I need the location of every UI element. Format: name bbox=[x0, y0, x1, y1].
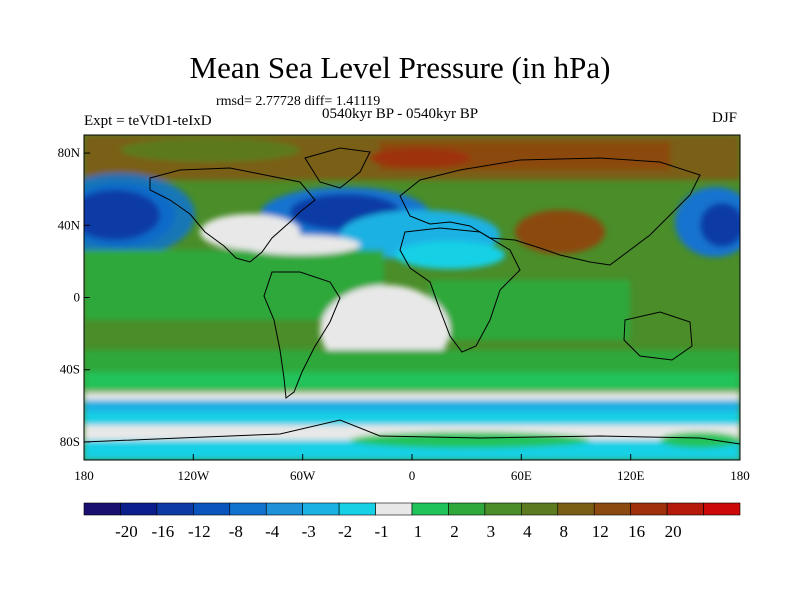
season-label: DJF bbox=[712, 110, 738, 126]
map-title: Mean Sea Level Pressure (in hPa) bbox=[189, 50, 611, 85]
colorbar-label: 16 bbox=[628, 522, 645, 541]
colorbar-label: -3 bbox=[302, 522, 316, 541]
field-band bbox=[660, 432, 740, 448]
lon-tick-label: 120E bbox=[617, 468, 645, 483]
colorbar-swatch bbox=[411, 502, 449, 516]
colorbar-label: 1 bbox=[414, 522, 423, 541]
lon-tick-label: 120W bbox=[177, 468, 210, 483]
colorbar-label: -16 bbox=[152, 522, 175, 541]
period-label: 0540kyr BP - 0540kyr BP bbox=[322, 106, 479, 122]
coastline-south-america bbox=[263, 271, 341, 399]
colorbar-swatch bbox=[557, 502, 595, 516]
colorbar-swatch bbox=[338, 502, 376, 516]
colorbar-label: 2 bbox=[450, 522, 459, 541]
lat-tick-label: 80S bbox=[60, 434, 80, 449]
field-band bbox=[84, 190, 160, 240]
lon-tick-label: 60E bbox=[511, 468, 532, 483]
field-band bbox=[700, 203, 740, 247]
field-band bbox=[430, 280, 630, 340]
coastline-australia bbox=[623, 311, 693, 361]
experiment-label: Expt = teVtD1-teIxD bbox=[84, 113, 212, 129]
colorbar-swatch bbox=[302, 502, 340, 516]
colorbar-swatch bbox=[703, 502, 741, 516]
lon-tick-label: 0 bbox=[409, 468, 416, 483]
lon-tick-label: 180 bbox=[730, 468, 750, 483]
colorbar-swatch bbox=[484, 502, 522, 516]
field-band bbox=[120, 138, 300, 162]
colorbar-label: -20 bbox=[115, 522, 138, 541]
colorbar-swatch bbox=[156, 502, 194, 516]
colorbar-swatch bbox=[630, 502, 668, 516]
lat-tick-label: 40N bbox=[58, 217, 81, 232]
coastline-africa bbox=[399, 227, 521, 353]
field-band bbox=[350, 432, 590, 448]
lat-tick-label: 0 bbox=[74, 290, 81, 305]
colorbar-swatch bbox=[448, 502, 486, 516]
colorbar-swatch bbox=[593, 502, 631, 516]
colorbar-swatch bbox=[120, 502, 158, 516]
colorbar-swatch bbox=[229, 502, 267, 516]
lon-tick-label: 60W bbox=[290, 468, 316, 483]
colorbar-swatch bbox=[375, 502, 413, 516]
colorbar-label: 3 bbox=[487, 522, 496, 541]
coastline-antarctica bbox=[84, 419, 740, 445]
field-band bbox=[370, 148, 470, 168]
colorbar-label: -2 bbox=[338, 522, 352, 541]
map-area bbox=[84, 135, 740, 460]
field-band bbox=[84, 440, 740, 460]
field-band bbox=[395, 241, 505, 269]
colorbar-swatch bbox=[193, 502, 231, 516]
colorbar-label: -1 bbox=[374, 522, 388, 541]
coastline-north-america bbox=[149, 167, 316, 263]
colorbar-label: -8 bbox=[229, 522, 243, 541]
colorbar-label: 8 bbox=[560, 522, 569, 541]
field-band bbox=[240, 235, 360, 255]
colorbar-swatch bbox=[265, 502, 303, 516]
axis-layer: 80N 40N 0 40S 80S 180 120W 60W 0 60E 120E 180 bbox=[58, 145, 750, 483]
coastlines bbox=[84, 147, 740, 445]
field-band bbox=[84, 412, 740, 428]
colorbar: -20 -16 -12 -8 -4 -3 -2 -1 1 2 3 4 8 12 16 20 bbox=[83, 502, 741, 541]
lon-tick-label: 180 bbox=[74, 468, 94, 483]
colorbar-label: 20 bbox=[665, 522, 682, 541]
coastline-europe-asia bbox=[399, 157, 701, 266]
colorbar-label: 4 bbox=[523, 522, 532, 541]
rmsd-diff-label: rmsd= 2.77728 diff= 1.41119 bbox=[216, 94, 381, 109]
colorbar-label: 12 bbox=[592, 522, 609, 541]
lat-tick-label: 80N bbox=[58, 145, 81, 160]
lat-tick-label: 40S bbox=[60, 362, 80, 377]
coastline-greenland bbox=[304, 147, 371, 189]
colorbar-label: -4 bbox=[265, 522, 280, 541]
field-band bbox=[84, 372, 740, 390]
colorbar-label: -12 bbox=[188, 522, 211, 541]
colorbar-swatch bbox=[666, 502, 704, 516]
colorbar-swatch bbox=[83, 502, 121, 516]
colorbar-swatch bbox=[521, 502, 559, 516]
field-band bbox=[515, 210, 605, 254]
